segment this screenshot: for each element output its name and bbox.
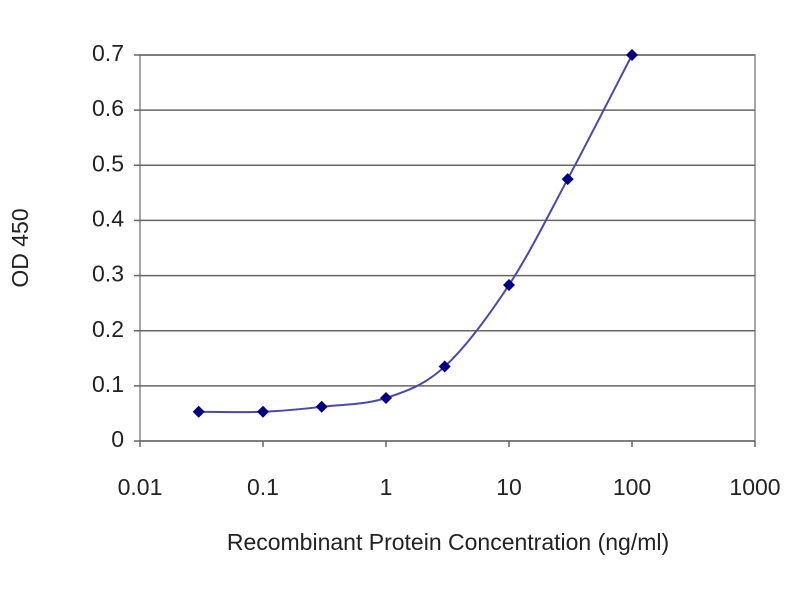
data-point: [257, 405, 269, 418]
data-point: [626, 49, 638, 61]
y-tick-label: 0.2: [92, 316, 124, 342]
x-tick-label: 0.01: [118, 474, 163, 500]
plot-area: [139, 54, 756, 442]
y-tick-label: 0: [111, 426, 124, 452]
x-tick-label: 10: [496, 474, 522, 500]
x-tick-label: 1000: [729, 474, 780, 500]
y-axis-label: OD 450: [7, 208, 33, 287]
x-axis-label: Recombinant Protein Concentration (ng/ml…: [227, 529, 669, 555]
y-tick-label: 0.3: [92, 261, 124, 287]
y-tick-label: 0.4: [92, 206, 124, 232]
x-tick-label: 0.1: [247, 474, 279, 500]
data-point: [315, 400, 328, 413]
data-point: [380, 391, 392, 404]
data-point: [561, 173, 574, 186]
y-tick-label: 0.7: [92, 40, 124, 66]
data-point: [503, 278, 515, 291]
y-tick-label: 0.5: [92, 150, 124, 176]
y-tick-label: 0.1: [92, 371, 124, 397]
y-tick-label: 0.6: [92, 95, 124, 121]
x-tick-label: 100: [613, 474, 651, 500]
data-point: [192, 405, 205, 418]
x-tick-label: 1: [380, 474, 393, 500]
data-point: [438, 360, 451, 373]
